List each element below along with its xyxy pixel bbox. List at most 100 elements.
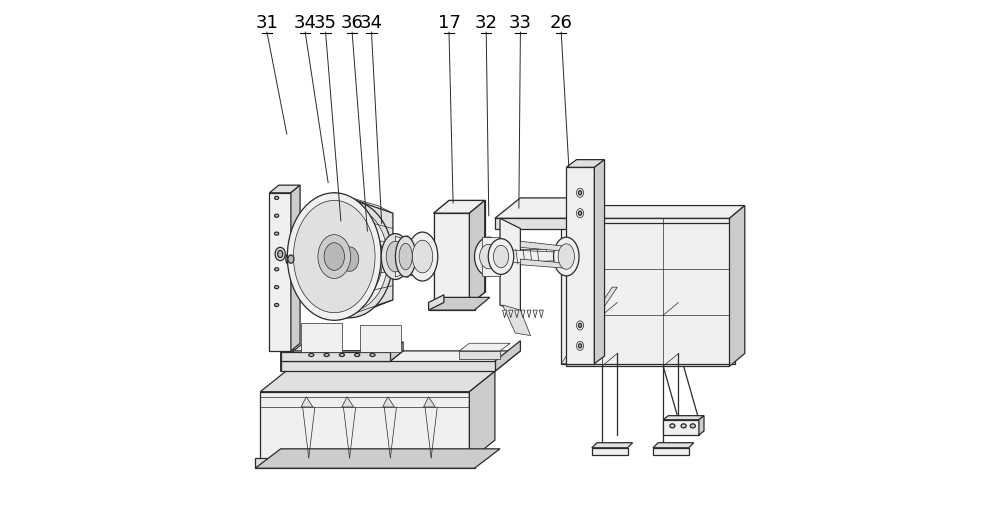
Ellipse shape xyxy=(579,344,582,348)
Ellipse shape xyxy=(275,215,279,218)
Polygon shape xyxy=(503,305,531,336)
Polygon shape xyxy=(469,201,485,305)
Ellipse shape xyxy=(576,321,584,330)
Polygon shape xyxy=(395,237,424,277)
Ellipse shape xyxy=(386,242,405,272)
Polygon shape xyxy=(566,206,745,219)
Polygon shape xyxy=(281,352,390,361)
Ellipse shape xyxy=(355,354,360,357)
Polygon shape xyxy=(495,341,520,372)
Polygon shape xyxy=(539,310,543,318)
Ellipse shape xyxy=(275,248,285,261)
Ellipse shape xyxy=(318,235,351,279)
Polygon shape xyxy=(406,239,434,277)
Polygon shape xyxy=(291,186,300,351)
Polygon shape xyxy=(592,443,633,448)
Ellipse shape xyxy=(275,197,279,200)
Polygon shape xyxy=(469,372,495,461)
Ellipse shape xyxy=(670,424,675,428)
Polygon shape xyxy=(459,351,500,359)
Polygon shape xyxy=(429,303,475,310)
Polygon shape xyxy=(594,160,605,364)
Polygon shape xyxy=(527,310,531,318)
Polygon shape xyxy=(260,392,469,461)
Polygon shape xyxy=(342,397,354,407)
Polygon shape xyxy=(260,372,495,392)
Ellipse shape xyxy=(576,209,584,218)
Polygon shape xyxy=(281,351,520,372)
Polygon shape xyxy=(269,193,291,351)
Ellipse shape xyxy=(293,201,375,313)
Polygon shape xyxy=(281,341,306,372)
Ellipse shape xyxy=(275,286,279,289)
Ellipse shape xyxy=(412,241,433,273)
Polygon shape xyxy=(566,160,605,168)
Ellipse shape xyxy=(324,243,344,271)
Ellipse shape xyxy=(324,354,329,357)
Polygon shape xyxy=(566,168,594,364)
Polygon shape xyxy=(334,193,393,214)
Polygon shape xyxy=(429,298,490,310)
Ellipse shape xyxy=(275,268,279,271)
Polygon shape xyxy=(503,310,507,318)
Polygon shape xyxy=(482,238,500,276)
Ellipse shape xyxy=(579,212,582,216)
Polygon shape xyxy=(424,397,435,407)
Ellipse shape xyxy=(395,237,416,277)
Ellipse shape xyxy=(306,201,393,318)
Ellipse shape xyxy=(399,244,412,270)
Polygon shape xyxy=(281,351,403,361)
Ellipse shape xyxy=(335,240,364,279)
Polygon shape xyxy=(334,193,393,321)
Ellipse shape xyxy=(278,251,283,258)
Polygon shape xyxy=(485,249,566,265)
Ellipse shape xyxy=(286,253,296,266)
Polygon shape xyxy=(459,344,510,351)
Ellipse shape xyxy=(554,238,579,276)
Polygon shape xyxy=(592,448,628,456)
Polygon shape xyxy=(699,416,704,435)
Polygon shape xyxy=(281,342,293,361)
Ellipse shape xyxy=(576,342,584,351)
Polygon shape xyxy=(390,342,403,361)
Ellipse shape xyxy=(407,233,438,281)
Polygon shape xyxy=(281,361,495,372)
Ellipse shape xyxy=(488,239,514,275)
Polygon shape xyxy=(334,300,393,321)
Polygon shape xyxy=(269,186,300,193)
Text: 17: 17 xyxy=(438,14,460,32)
Ellipse shape xyxy=(288,256,294,264)
Polygon shape xyxy=(495,219,576,229)
Ellipse shape xyxy=(480,245,498,269)
Ellipse shape xyxy=(493,246,509,268)
Polygon shape xyxy=(653,443,694,448)
Text: 36: 36 xyxy=(341,14,364,32)
Polygon shape xyxy=(520,260,566,269)
Ellipse shape xyxy=(475,238,503,276)
Polygon shape xyxy=(663,420,699,435)
Polygon shape xyxy=(663,416,704,420)
Ellipse shape xyxy=(340,247,359,272)
Ellipse shape xyxy=(690,424,695,428)
Polygon shape xyxy=(520,242,566,252)
Ellipse shape xyxy=(576,189,584,198)
Text: 31: 31 xyxy=(255,14,278,32)
Polygon shape xyxy=(521,310,525,318)
Ellipse shape xyxy=(558,244,574,270)
Ellipse shape xyxy=(381,234,410,280)
Polygon shape xyxy=(561,224,735,364)
Ellipse shape xyxy=(311,208,388,312)
Polygon shape xyxy=(533,310,537,318)
Ellipse shape xyxy=(287,193,381,321)
Polygon shape xyxy=(500,219,520,313)
Ellipse shape xyxy=(275,304,279,307)
Ellipse shape xyxy=(309,354,314,357)
Text: 34: 34 xyxy=(360,14,383,32)
Polygon shape xyxy=(383,397,394,407)
Polygon shape xyxy=(255,458,475,468)
Ellipse shape xyxy=(275,233,279,236)
Polygon shape xyxy=(515,310,519,318)
Polygon shape xyxy=(434,201,485,214)
Polygon shape xyxy=(509,310,513,318)
Text: 33: 33 xyxy=(509,14,532,32)
